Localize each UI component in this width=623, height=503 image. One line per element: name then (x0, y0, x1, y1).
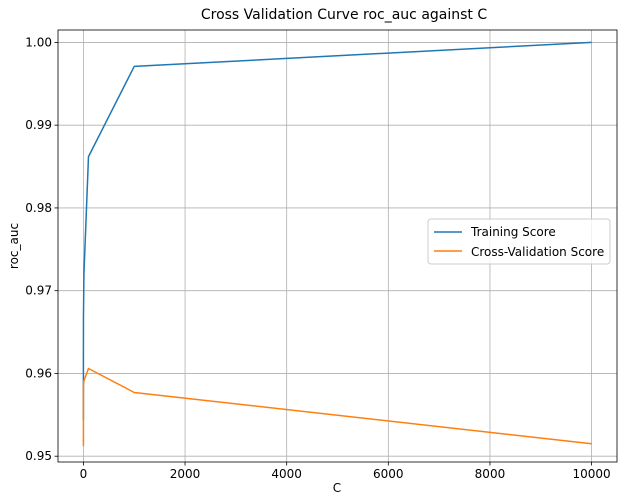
legend-label-cross-validation: Cross-Validation Score (471, 245, 604, 259)
legend-label-training: Training Score (470, 225, 556, 239)
x-tick-label: 2000 (170, 467, 201, 481)
legend: Training Score Cross-Validation Score (427, 218, 611, 265)
x-tick-label: 0 (80, 467, 88, 481)
legend-box (427, 218, 611, 265)
x-tick-label: 4000 (271, 467, 302, 481)
series-lines (82, 41, 592, 447)
x-tick-label: 8000 (475, 467, 506, 481)
axis-ticks: 0 2000 4000 6000 8000 10000 0.95 0.96 0.97 0.98 0.… (25, 35, 610, 481)
y-tick-label: 0.96 (25, 366, 52, 380)
y-axis-title: roc_auc (7, 223, 21, 269)
y-tick-label: 0.95 (25, 449, 52, 463)
chart-title: Cross Validation Curve roc_auc against C (201, 7, 488, 23)
y-tick-label: 0.99 (25, 118, 52, 132)
x-tick-label: 6000 (373, 467, 404, 481)
y-tick-label: 0.97 (25, 284, 52, 298)
x-tick-label: 10000 (572, 467, 610, 481)
plot-frame (57, 29, 618, 463)
cross-validation-score-line (82, 367, 592, 447)
y-tick-label: 1.00 (25, 35, 52, 49)
y-tick-label: 0.98 (25, 201, 52, 215)
x-axis-title: C (333, 481, 341, 495)
